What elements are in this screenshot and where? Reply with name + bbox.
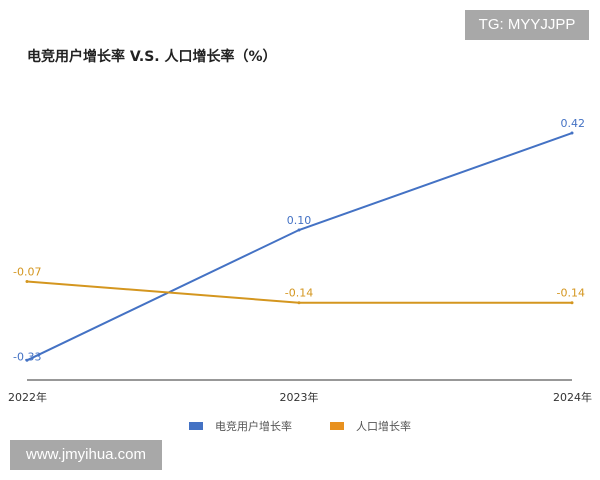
legend-item-population[interactable]: 人口增长率 (330, 418, 411, 434)
watermark-tg: TG: MYYJJPP (465, 10, 589, 40)
legend-label-esports: 电竞用户增长率 (215, 420, 292, 433)
legend: 电竞用户增长率 人口增长率 (0, 418, 600, 434)
legend-item-esports[interactable]: 电竞用户增长率 (189, 418, 292, 434)
x-tick-label: 2024年 (553, 390, 592, 404)
legend-swatch-esports (189, 422, 203, 430)
chart-title: 电竞用户增长率 V.S. 人口增长率（%） (27, 49, 277, 65)
data-label: 0.10 (287, 214, 312, 227)
data-point (297, 228, 301, 232)
data-point (297, 301, 301, 305)
x-tick-label: 2023年 (280, 390, 319, 404)
watermark-site: www.jmyihua.com (10, 440, 162, 470)
data-label: -0.07 (13, 266, 41, 279)
legend-swatch-population (330, 422, 344, 430)
data-point (570, 131, 574, 135)
data-label: 0.42 (561, 117, 586, 130)
x-tick-label: 2022年 (8, 390, 47, 404)
data-label: -0.33 (13, 350, 41, 363)
data-point (25, 358, 29, 362)
series-line-esports (26, 132, 573, 362)
data-point (570, 301, 574, 305)
data-label: -0.14 (285, 287, 313, 300)
data-label: -0.14 (557, 287, 585, 300)
legend-label-population: 人口增长率 (356, 420, 411, 433)
data-point (25, 280, 29, 284)
